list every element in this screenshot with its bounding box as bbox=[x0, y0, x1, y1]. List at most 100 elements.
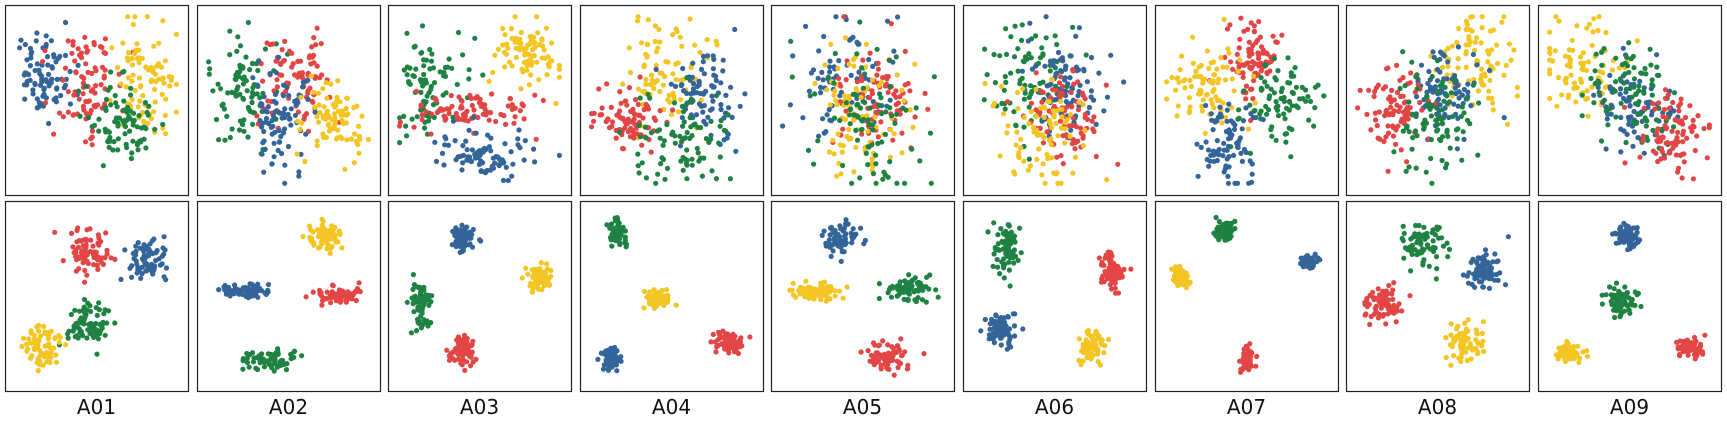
data-point-yellow bbox=[311, 89, 317, 95]
data-point-red bbox=[713, 349, 719, 355]
data-point-red bbox=[589, 124, 595, 130]
data-point-green bbox=[466, 76, 472, 82]
data-point-red bbox=[95, 266, 101, 272]
data-point-yellow bbox=[134, 41, 140, 47]
data-point-yellow bbox=[1495, 60, 1501, 67]
data-point-yellow bbox=[803, 291, 810, 297]
data-point-red bbox=[314, 63, 320, 69]
data-point-red bbox=[905, 362, 911, 368]
data-point-blue bbox=[453, 243, 459, 250]
data-point-red bbox=[1260, 50, 1266, 56]
data-point-yellow bbox=[129, 62, 135, 68]
data-point-blue bbox=[301, 79, 307, 85]
data-point-yellow bbox=[1062, 140, 1068, 146]
data-point-green bbox=[812, 91, 818, 97]
data-point-red bbox=[289, 50, 295, 56]
data-point-green bbox=[152, 126, 158, 132]
data-point-blue bbox=[276, 127, 282, 134]
data-point-red bbox=[1382, 113, 1388, 119]
data-point-blue bbox=[701, 102, 707, 109]
data-point-red bbox=[456, 341, 462, 347]
data-point-blue bbox=[461, 243, 467, 250]
data-point-green bbox=[636, 170, 642, 176]
data-point-green bbox=[1406, 99, 1412, 105]
data-point-red bbox=[1072, 146, 1078, 152]
data-point-green bbox=[1423, 169, 1429, 175]
data-point-blue bbox=[28, 55, 34, 61]
data-point-blue bbox=[269, 161, 275, 167]
data-point-green bbox=[837, 117, 843, 123]
data-point-blue bbox=[464, 147, 470, 153]
data-point-yellow bbox=[135, 104, 141, 110]
data-point-blue bbox=[653, 66, 659, 72]
data-point-yellow bbox=[1222, 77, 1229, 83]
data-point-red bbox=[1107, 282, 1113, 288]
data-point-red bbox=[459, 352, 466, 358]
data-point-yellow bbox=[1193, 68, 1199, 74]
data-point-yellow bbox=[1084, 354, 1090, 361]
data-point-blue bbox=[1019, 68, 1025, 74]
data-point-green bbox=[244, 360, 251, 366]
data-point-green bbox=[1649, 77, 1655, 83]
data-point-green bbox=[423, 99, 429, 105]
data-point-red bbox=[1401, 117, 1407, 123]
data-point-blue bbox=[488, 135, 494, 141]
data-point-red bbox=[318, 41, 324, 47]
data-point-blue bbox=[1654, 52, 1660, 58]
data-point-green bbox=[1006, 259, 1012, 265]
data-point-green bbox=[442, 73, 449, 79]
data-point-yellow bbox=[887, 127, 894, 133]
data-point-blue bbox=[887, 97, 893, 103]
data-point-yellow bbox=[1562, 77, 1568, 83]
data-point-red bbox=[1621, 104, 1628, 110]
data-point-green bbox=[1631, 65, 1637, 71]
data-point-blue bbox=[990, 336, 996, 342]
data-point-yellow bbox=[1562, 53, 1569, 59]
data-point-yellow bbox=[1514, 84, 1520, 90]
data-point-blue bbox=[503, 164, 509, 170]
data-point-green bbox=[1459, 157, 1465, 163]
data-point-yellow bbox=[1013, 142, 1019, 148]
data-point-blue bbox=[137, 245, 143, 251]
data-point-yellow bbox=[652, 23, 659, 29]
data-point-green bbox=[905, 297, 911, 303]
data-point-yellow bbox=[526, 51, 532, 58]
data-point-red bbox=[489, 91, 495, 97]
data-point-blue bbox=[713, 77, 719, 84]
data-point-blue bbox=[895, 14, 901, 20]
data-point-blue bbox=[17, 45, 23, 51]
data-point-red bbox=[1394, 102, 1400, 108]
data-point-green bbox=[672, 140, 678, 146]
data-point-yellow bbox=[1231, 88, 1237, 94]
data-point-blue bbox=[522, 138, 528, 144]
data-point-blue bbox=[1222, 166, 1228, 172]
data-point-green bbox=[915, 295, 921, 301]
data-point-blue bbox=[159, 253, 165, 259]
data-point-red bbox=[446, 357, 453, 363]
data-point-red bbox=[265, 98, 271, 104]
data-point-yellow bbox=[1076, 357, 1082, 363]
data-point-red bbox=[511, 120, 517, 126]
data-point-red bbox=[440, 107, 446, 113]
data-point-red bbox=[509, 106, 515, 112]
data-point-green bbox=[224, 113, 230, 119]
data-point-green bbox=[1612, 88, 1618, 94]
data-point-blue bbox=[1437, 102, 1443, 108]
data-point-red bbox=[652, 117, 659, 123]
data-point-red bbox=[328, 300, 334, 306]
data-point-green bbox=[272, 360, 278, 366]
data-point-green bbox=[1292, 65, 1298, 71]
data-point-green bbox=[1221, 225, 1227, 231]
data-point-yellow bbox=[315, 119, 322, 125]
data-point-green bbox=[237, 69, 243, 75]
data-point-yellow bbox=[1214, 66, 1220, 72]
data-point-green bbox=[410, 73, 416, 79]
data-point-red bbox=[303, 294, 309, 300]
data-point-red bbox=[468, 363, 474, 369]
data-point-green bbox=[1603, 108, 1609, 114]
data-point-red bbox=[1397, 77, 1403, 83]
data-point-red bbox=[1417, 99, 1423, 106]
data-point-yellow bbox=[1179, 53, 1185, 59]
data-point-green bbox=[1596, 89, 1602, 96]
data-point-yellow bbox=[297, 126, 303, 132]
